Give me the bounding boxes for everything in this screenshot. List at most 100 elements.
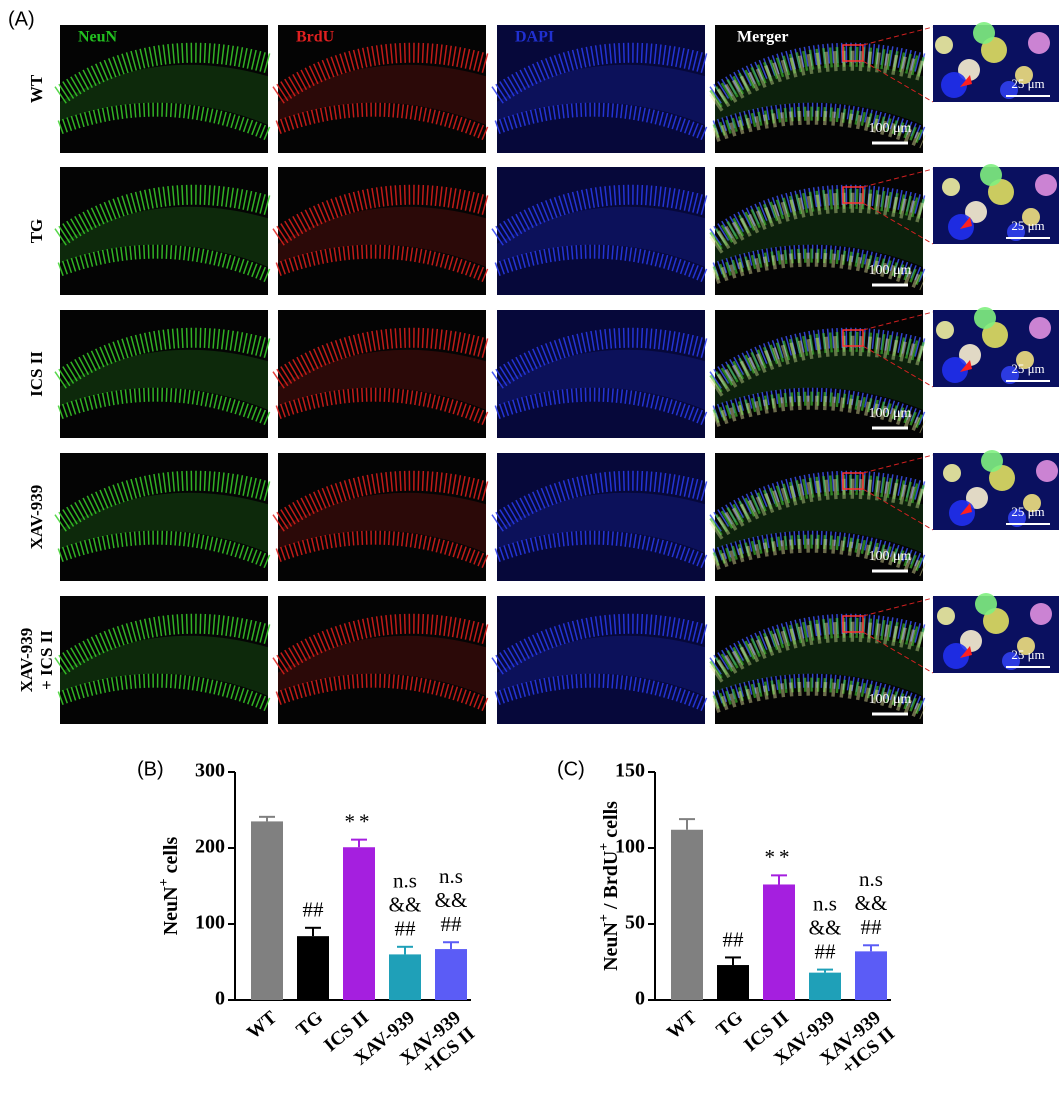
bar: [763, 884, 795, 1000]
arrow: [960, 217, 972, 229]
y-axis-label: NeuN+ cells: [157, 837, 182, 936]
row-label: ICS II: [27, 351, 46, 397]
tissue-fill: [60, 492, 268, 553]
zoom-line: [862, 631, 934, 674]
cell: [1001, 366, 1019, 384]
tissue-band: [491, 327, 708, 389]
micrograph: [709, 310, 926, 438]
cell: [1002, 652, 1020, 670]
y-tick-label: 0: [635, 988, 645, 1010]
y-tick-label: 300: [195, 760, 225, 782]
micrograph: [709, 596, 926, 724]
tissue-fill: [715, 349, 923, 410]
cell: [988, 179, 1014, 205]
zoom-line: [862, 26, 934, 46]
inset: 25 μm: [933, 593, 1059, 673]
y-axis-label-part: +: [157, 878, 172, 886]
inset: 25 μm: [933, 307, 1059, 387]
tissue-fill: [60, 635, 268, 696]
micrograph: [272, 310, 489, 438]
roi-box: [842, 44, 864, 62]
roi-box: [842, 472, 864, 490]
panel-label: (A): [8, 8, 35, 30]
significance-label: &&: [809, 915, 842, 939]
cell: [1028, 32, 1050, 54]
significance-label: **: [765, 845, 794, 869]
y-axis-label-part: / BrdU: [600, 851, 622, 914]
arrow: [960, 646, 972, 658]
tissue-fill: [60, 349, 268, 410]
column-label: BrdU: [296, 29, 335, 46]
tissue-band: [54, 613, 271, 675]
cell: [936, 321, 954, 339]
cell: [1015, 66, 1033, 84]
tissue-band: [709, 478, 926, 540]
inset: 25 μm: [933, 22, 1059, 102]
row-label: WT: [27, 74, 46, 103]
cell: [975, 593, 997, 615]
scale-bar-label: 100 μm: [869, 263, 912, 278]
tissue-band: [712, 391, 926, 430]
tissue-band: [712, 252, 926, 291]
micrograph: [272, 453, 489, 581]
micrograph: [709, 167, 926, 295]
significance-label: &&: [435, 888, 468, 912]
cell: [1035, 174, 1057, 196]
roi-box: [842, 329, 864, 347]
cell: [1007, 223, 1025, 241]
cell: [1016, 351, 1034, 369]
cell: [1030, 603, 1052, 625]
inset: 25 μm: [933, 164, 1059, 244]
tissue-band: [709, 621, 926, 683]
tissue-fill: [715, 492, 923, 553]
scale-bar-label: 100 μm: [869, 406, 912, 421]
significance-label: &&: [389, 893, 422, 917]
column-label: NeuN: [78, 29, 118, 46]
cell: [941, 72, 967, 98]
y-tick-label: 50: [625, 912, 645, 934]
y-tick-label: 0: [215, 988, 225, 1010]
y-axis-label-part: NeuN: [600, 921, 622, 970]
significance-label: &&: [855, 891, 888, 915]
y-axis-label-part: +: [597, 914, 612, 922]
bar: [389, 954, 421, 1000]
tissue-band: [709, 46, 926, 108]
tissue-band: [54, 184, 271, 246]
significance-label: ##: [815, 939, 837, 963]
tissue-band: [709, 617, 926, 679]
micrograph: [54, 453, 271, 581]
micrograph: [54, 25, 271, 153]
tissue-fill: [60, 64, 268, 125]
tissue-band: [272, 184, 489, 246]
tissue-band: [491, 613, 708, 675]
tissue-band: [54, 327, 271, 389]
tissue-band: [272, 470, 489, 532]
cell: [960, 630, 982, 652]
zoom-line: [862, 488, 934, 531]
x-tick-label: WT: [243, 1007, 281, 1044]
tissue-band: [272, 327, 489, 389]
zoom-line: [862, 454, 934, 474]
panel-label: (B): [137, 758, 164, 780]
significance-label: ##: [395, 917, 417, 941]
scale-bar-label: 100 μm: [869, 692, 912, 707]
tissue-band: [709, 335, 926, 397]
significance-label: n.s: [859, 867, 883, 891]
micrograph: [709, 25, 926, 153]
micrograph: [54, 167, 271, 295]
scale-bar-label: 25 μm: [1011, 76, 1044, 91]
scale-bar-label: 25 μm: [1011, 647, 1044, 662]
micrograph: [54, 596, 271, 724]
row-label: XAV-939: [27, 485, 46, 550]
tissue-band: [54, 42, 271, 104]
tissue-fill: [497, 206, 705, 267]
cell: [1029, 317, 1051, 339]
micrograph: [272, 25, 489, 153]
scale-bar-label: 100 μm: [869, 121, 912, 136]
panel-label: (C): [557, 758, 585, 780]
tissue-band: [712, 681, 926, 720]
cell: [982, 322, 1008, 348]
bar: [251, 821, 283, 1000]
micrograph: [491, 310, 708, 438]
micrograph: [272, 596, 489, 724]
